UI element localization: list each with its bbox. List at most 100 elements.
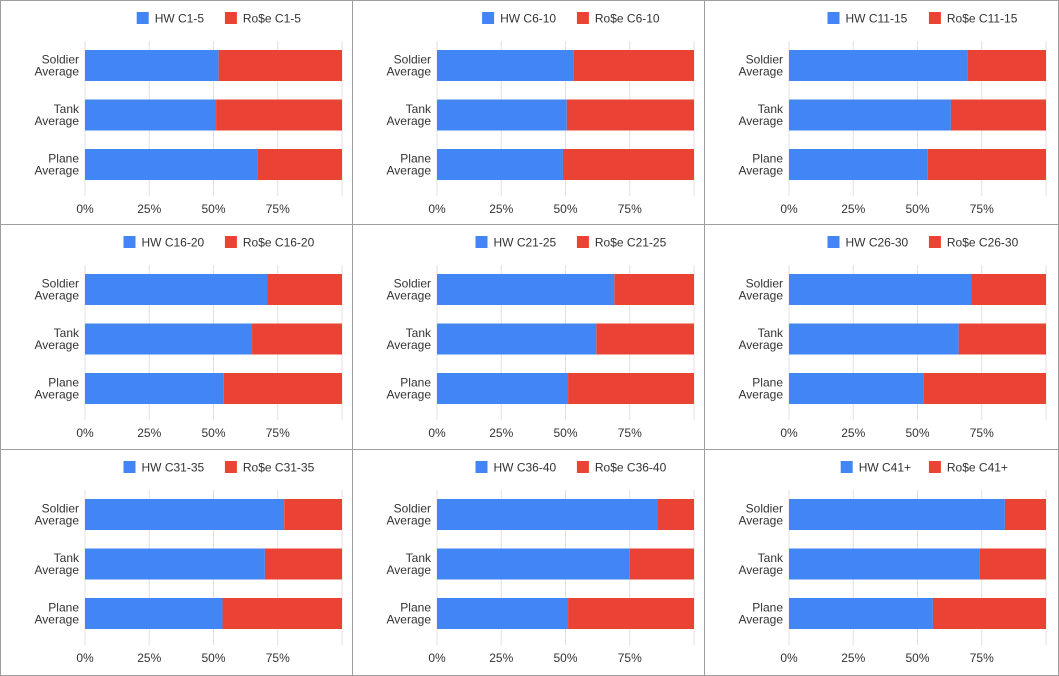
category-label: Plane Average (387, 601, 432, 627)
bar-segment[interactable] (222, 598, 342, 629)
stacked-bar-chart: HW C6-10 Ro$e C6-10 Soldier Average Tank Aver… (387, 12, 695, 216)
legend-label: HW C36-40 (494, 461, 557, 475)
bar-segment[interactable] (85, 149, 258, 180)
x-tick-label: 0% (428, 426, 446, 440)
bar-segment[interactable] (437, 274, 615, 305)
bar-segment[interactable] (927, 149, 1046, 180)
bar-segment[interactable] (85, 373, 224, 404)
legend[interactable]: HW C11-15 Ro$e C11-15 (827, 12, 1018, 26)
bar-segment[interactable] (1004, 499, 1046, 530)
legend[interactable]: HW C36-40 Ro$e C36-40 (475, 461, 667, 475)
bar-segment[interactable] (437, 373, 569, 404)
legend-label: HW C6-10 (500, 12, 556, 26)
bar-segment[interactable] (216, 99, 342, 131)
bar-segment[interactable] (789, 274, 972, 305)
bar-segment[interactable] (789, 323, 959, 355)
legend-label: Ro$e C26-30 (947, 236, 1019, 250)
bar-segment[interactable] (950, 99, 1046, 131)
x-tick-label: 0% (76, 651, 94, 665)
bar-segment[interactable] (614, 274, 694, 305)
x-tick-label: 50% (553, 426, 577, 440)
legend[interactable]: HW C21-25 Ro$e C21-25 (475, 236, 667, 250)
bar-segment[interactable] (85, 50, 219, 81)
category-label: Plane Average (35, 152, 80, 178)
bar-segment[interactable] (437, 323, 597, 355)
bar-segment[interactable] (85, 499, 285, 530)
legend-label: HW C31-35 (142, 461, 205, 475)
bar-segment[interactable] (568, 373, 694, 404)
category-label: Tank Average (739, 102, 784, 128)
bar-segment[interactable] (958, 323, 1046, 355)
bar-segment[interactable] (568, 598, 694, 629)
legend-label: HW C16-20 (142, 236, 205, 250)
bar-segment[interactable] (223, 373, 342, 404)
category-label: Soldier Average (35, 277, 80, 303)
bar-segment[interactable] (218, 50, 342, 81)
bar-segment[interactable] (85, 99, 217, 131)
bar-segment[interactable] (562, 149, 694, 180)
category-label: Plane Average (739, 152, 784, 178)
bar-segment[interactable] (629, 548, 694, 580)
legend-swatch (576, 236, 589, 248)
bar-segment[interactable] (85, 548, 265, 580)
x-tick-label: 25% (489, 651, 513, 665)
bar-segment[interactable] (789, 149, 928, 180)
bar-segment[interactable] (252, 323, 342, 355)
legend[interactable]: HW C41+ Ro$e C41+ (840, 461, 1008, 475)
legend[interactable]: HW C31-35 Ro$e C31-35 (123, 461, 315, 475)
bar-segment[interactable] (437, 149, 563, 180)
stacked-bar-chart: HW C21-25 Ro$e C21-25 Soldier Average Tank Av… (387, 236, 695, 440)
bar-segment[interactable] (932, 598, 1046, 629)
bar-segment[interactable] (789, 499, 1005, 530)
x-tick-label: 50% (201, 426, 225, 440)
bar-segment[interactable] (789, 598, 933, 629)
bar-segment[interactable] (267, 274, 342, 305)
x-tick-label: 50% (905, 651, 929, 665)
bar-segment[interactable] (437, 50, 574, 81)
bar-segment[interactable] (284, 499, 342, 530)
bar-segment[interactable] (566, 99, 694, 131)
bar-segment[interactable] (789, 99, 951, 131)
bar-segment[interactable] (596, 323, 694, 355)
bar-segment[interactable] (264, 548, 342, 580)
bar-segment[interactable] (967, 50, 1046, 81)
bar-segment[interactable] (573, 50, 694, 81)
bar-segment[interactable] (923, 373, 1046, 404)
bar-segment[interactable] (437, 99, 567, 131)
bar-segment[interactable] (85, 274, 268, 305)
bar-segment[interactable] (437, 548, 630, 580)
bar-segment[interactable] (437, 598, 569, 629)
legend[interactable]: HW C1-5 Ro$e C1-5 (136, 12, 302, 26)
x-tick-label: 25% (841, 651, 865, 665)
legend-label: HW C1-5 (155, 12, 205, 26)
bar-segment[interactable] (658, 499, 694, 530)
x-tick-label: 0% (76, 426, 94, 440)
bar-segment[interactable] (789, 548, 980, 580)
category-label: Plane Average (739, 376, 784, 402)
legend-swatch (123, 236, 136, 248)
category-label: Soldier Average (387, 502, 432, 528)
x-tick-label: 25% (841, 202, 865, 216)
bar-segment[interactable] (257, 149, 342, 180)
bar-segment[interactable] (979, 548, 1046, 580)
category-label: Soldier Average (35, 502, 80, 528)
x-tick-label: 75% (618, 651, 642, 665)
bar-segment[interactable] (85, 598, 223, 629)
bar-segment[interactable] (789, 373, 924, 404)
x-tick-label: 75% (618, 426, 642, 440)
legend-swatch (224, 236, 237, 248)
bar-segment[interactable] (437, 499, 659, 530)
legend[interactable]: HW C16-20 Ro$e C16-20 (123, 236, 315, 250)
bar-segment[interactable] (971, 274, 1046, 305)
legend[interactable]: HW C26-30 Ro$e C26-30 (827, 236, 1019, 250)
stacked-bar-chart: HW C1-5 Ro$e C1-5 Soldier Average Tank Averag… (35, 12, 343, 216)
legend-swatch (928, 236, 941, 248)
x-tick-label: 25% (489, 202, 513, 216)
bar-segment[interactable] (85, 323, 253, 355)
legend-label: Ro$e C36-40 (595, 461, 667, 475)
bar-segment[interactable] (789, 50, 968, 81)
legend[interactable]: HW C6-10 Ro$e C6-10 (482, 12, 660, 26)
legend-swatch (475, 461, 488, 473)
category-label: Soldier Average (35, 53, 80, 79)
x-tick-label: 50% (553, 651, 577, 665)
